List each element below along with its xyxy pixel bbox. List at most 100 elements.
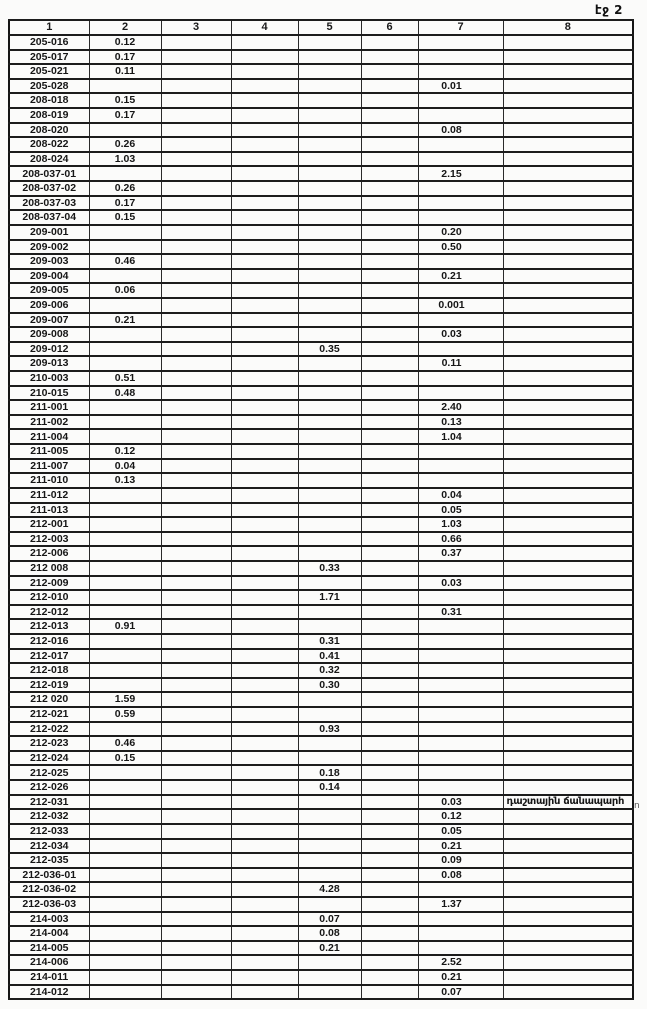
table-row: 212-036-03 1.37	[8, 895, 634, 913]
value-cell	[160, 311, 232, 329]
value-cell	[230, 969, 299, 986]
value-cell	[230, 326, 299, 343]
value-cell: 1.03	[88, 150, 162, 168]
value-cell	[230, 296, 299, 314]
table-row: 205-021 0.11	[8, 63, 634, 80]
value-cell	[297, 852, 362, 869]
value-cell: 0.31	[297, 633, 362, 650]
value-cell	[417, 910, 504, 928]
value-cell: 0.08	[417, 866, 504, 884]
value-cell: 0.04	[417, 486, 504, 504]
header-cell: 4	[230, 19, 299, 36]
value-cell	[502, 150, 634, 168]
table-row: 208-022 0.26	[8, 136, 634, 153]
value-cell	[297, 983, 362, 1001]
value-cell	[160, 486, 232, 504]
table-row: 212 008 0.33	[8, 559, 634, 577]
value-cell: 0.31	[417, 603, 504, 621]
row-id-cell: 212-022	[8, 720, 90, 738]
value-cell	[502, 355, 634, 372]
value-cell	[88, 939, 162, 957]
value-cell	[360, 676, 419, 694]
value-cell	[360, 267, 419, 285]
value-cell	[297, 837, 362, 855]
row-id-cell: 208-037-02	[8, 180, 90, 197]
row-id-cell: 209-003	[8, 253, 90, 270]
value-cell	[502, 691, 634, 709]
value-cell	[230, 150, 299, 168]
value-cell	[360, 910, 419, 928]
value-cell	[230, 895, 299, 913]
table-row: 209-001 0.20	[8, 223, 634, 241]
value-cell	[297, 706, 362, 723]
value-cell: 0.08	[297, 925, 362, 942]
value-cell	[360, 589, 419, 606]
table-row: 210-015 0.48	[8, 384, 634, 402]
value-cell	[297, 282, 362, 299]
value-cell	[88, 852, 162, 869]
value-cell: 0.001	[417, 296, 504, 314]
value-cell: 1.03	[417, 516, 504, 533]
value-cell	[88, 413, 162, 431]
table-row: 212-010 1.71	[8, 589, 634, 606]
value-cell	[502, 764, 634, 782]
value-cell	[360, 662, 419, 679]
value-cell	[502, 706, 634, 723]
value-cell	[160, 618, 232, 635]
value-cell	[160, 194, 232, 212]
table-row: 212-034 0.21	[8, 837, 634, 855]
value-cell	[417, 618, 504, 635]
value-cell: 0.32	[297, 662, 362, 679]
value-cell	[160, 267, 232, 285]
value-cell	[417, 443, 504, 460]
value-cell	[88, 428, 162, 446]
value-cell	[360, 983, 419, 1001]
value-cell	[502, 486, 634, 504]
value-cell	[502, 603, 634, 621]
row-id-cell: 214-003	[8, 910, 90, 928]
value-cell	[502, 209, 634, 226]
value-cell: 0.14	[297, 779, 362, 796]
value-cell	[230, 983, 299, 1001]
value-cell	[502, 501, 634, 519]
value-cell	[417, 647, 504, 665]
value-cell	[230, 165, 299, 183]
value-cell	[297, 48, 362, 66]
value-cell	[88, 589, 162, 606]
value-cell	[417, 311, 504, 329]
value-cell	[160, 559, 232, 577]
row-id-cell: 212-003	[8, 530, 90, 548]
value-cell	[360, 647, 419, 665]
value-cell	[230, 107, 299, 124]
value-cell	[297, 793, 362, 811]
value-cell	[230, 486, 299, 504]
value-cell: 1.04	[417, 428, 504, 446]
row-id-cell: 212-010	[8, 589, 90, 606]
value-cell	[360, 399, 419, 416]
table-row: 211-001 2.40	[8, 399, 634, 416]
value-cell	[230, 457, 299, 475]
table-row: 212-019 0.30	[8, 676, 634, 694]
value-cell	[297, 223, 362, 241]
table-row: 211-012 0.04	[8, 486, 634, 504]
value-cell	[502, 136, 634, 153]
value-cell	[230, 954, 299, 971]
table-row: 212-025 0.18	[8, 764, 634, 782]
row-id-cell: 208-020	[8, 121, 90, 139]
value-cell: 2.52	[417, 954, 504, 971]
row-id-cell: 209-005	[8, 282, 90, 299]
value-cell	[230, 136, 299, 153]
value-cell	[160, 691, 232, 709]
value-cell	[360, 77, 419, 95]
value-cell	[502, 296, 634, 314]
row-id-cell: 212-009	[8, 574, 90, 592]
value-cell	[297, 822, 362, 840]
value-cell	[360, 501, 419, 519]
value-cell	[297, 77, 362, 95]
value-cell	[502, 647, 634, 665]
value-cell: 1.37	[417, 895, 504, 913]
value-cell	[297, 603, 362, 621]
value-cell	[230, 793, 299, 811]
